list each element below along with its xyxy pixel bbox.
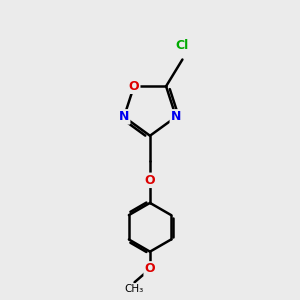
Text: CH₃: CH₃: [124, 284, 144, 294]
Text: Cl: Cl: [176, 39, 189, 52]
Text: N: N: [171, 110, 181, 123]
Text: O: O: [145, 174, 155, 187]
Text: O: O: [145, 262, 155, 275]
Text: O: O: [129, 80, 139, 93]
Text: N: N: [119, 110, 129, 123]
